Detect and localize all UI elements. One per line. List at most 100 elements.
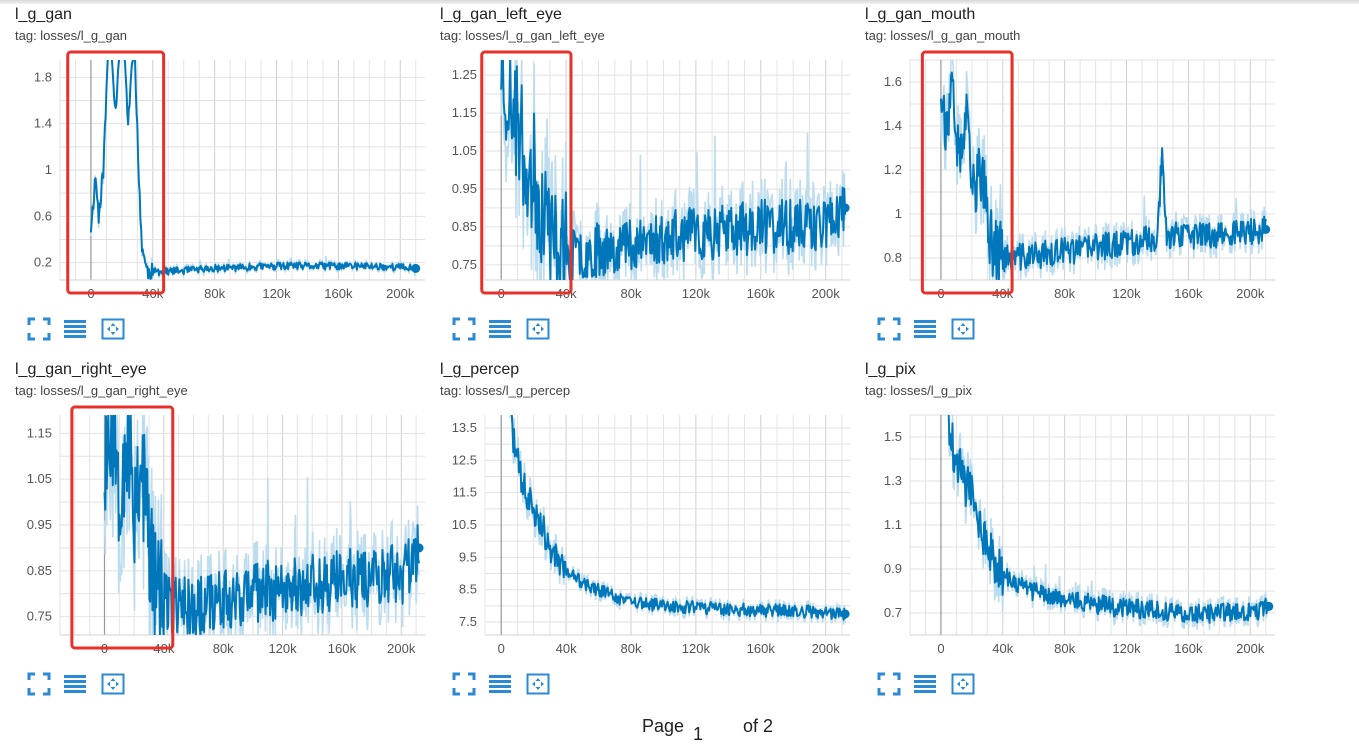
chart-card-l-g-gan-right-eye: l_g_gan_right_eye tag: losses/l_g_gan_ri… [15, 355, 440, 700]
y-tick-label: 1.8 [34, 69, 52, 84]
y-tick-label: 1.15 [27, 425, 52, 440]
list-icon-glyph [64, 320, 86, 338]
series-end-point [840, 609, 850, 619]
line-chart[interactable]: 0.20.611.41.80 40k 80k 120k 160k 200k [15, 0, 440, 310]
highlight-box [480, 50, 573, 295]
x-tick-label: 80k [1054, 641, 1075, 656]
y-tick-label: 0.9 [884, 561, 902, 576]
x-tick-label: 200k [387, 641, 416, 656]
line-chart[interactable]: 0.811.21.41.60 40k 80k 120k 160k 200k [865, 0, 1290, 310]
chart-card-l-g-gan: l_g_gan tag: losses/l_g_gan 0.2 0.6 1 1.4 1.… [15, 0, 440, 345]
list-icon-glyph [489, 675, 511, 693]
list-icon[interactable] [488, 317, 512, 341]
line-chart[interactable]: 7.5 8.5 9.5 10.5 11.5 12.5 13.5 0 40k 80k 120k 160k… [440, 355, 865, 665]
list-icon-glyph [64, 675, 86, 693]
fit-domain-icon[interactable] [951, 672, 975, 696]
highlight-box [70, 405, 175, 650]
y-tick-label: 0.75 [27, 609, 52, 624]
fit-domain-icon[interactable] [951, 317, 975, 341]
list-icon[interactable] [63, 672, 87, 696]
expand-icon-glyph [877, 317, 901, 341]
y-tick-label: 0.8 [884, 250, 902, 265]
y-tick-label: 8.5 [459, 582, 477, 597]
x-tick-label: 160k [747, 641, 776, 656]
x-tick-label: 120k [268, 641, 297, 656]
series-end-point [411, 263, 421, 273]
x-tick-label: 160k [1174, 641, 1203, 656]
chart-tag: tag: losses/l_g_gan_right_eye [15, 383, 188, 398]
y-tick-label: 0.85 [452, 219, 477, 234]
x-tick-label: 80k [213, 641, 234, 656]
fit-domain-icon-glyph [101, 673, 125, 695]
chart-tag: tag: losses/l_g_gan_mouth [865, 28, 1021, 43]
x-tick-label: 200k [1236, 641, 1265, 656]
y-tick-label: 1 [895, 206, 902, 221]
x-tick-label: 0 [937, 641, 944, 656]
series-line [103, 415, 421, 635]
y-tick-label: 9.5 [459, 549, 477, 564]
chart-tag: tag: losses/l_g_percep [440, 383, 571, 398]
fit-domain-icon-glyph [526, 318, 550, 340]
x-tick-label: 120k [262, 286, 291, 301]
x-tick-label: 40k [992, 641, 1013, 656]
chart-title: l_g_gan_right_eye [15, 361, 147, 378]
fit-domain-icon[interactable] [101, 672, 125, 696]
y-tick-label: 0.7 [884, 605, 902, 620]
chart-tag: tag: losses/l_g_pix [865, 383, 972, 398]
x-tick-label: 40k [556, 641, 577, 656]
expand-icon[interactable] [27, 317, 51, 341]
y-tick-label: 0.85 [27, 563, 52, 578]
fit-domain-icon-glyph [526, 673, 550, 695]
list-icon[interactable] [488, 672, 512, 696]
y-tick-label: 0.95 [452, 181, 477, 196]
pagination: Page 1 of 2 [0, 712, 1359, 744]
expand-icon[interactable] [452, 672, 476, 696]
list-icon[interactable] [913, 317, 937, 341]
y-tick-label: 1.05 [27, 471, 52, 486]
x-tick-label: 80k [204, 286, 225, 301]
x-tick-label: 120k [682, 286, 711, 301]
list-icon[interactable] [63, 317, 87, 341]
line-chart[interactable]: 0.7 0.9 1.1 1.3 1.5 0 40k 80k 120k 160k 200k [865, 355, 1290, 665]
y-tick-label: 1.4 [884, 118, 902, 133]
series-line [947, 415, 1270, 624]
fit-domain-icon-glyph [951, 673, 975, 695]
series-end-point [1261, 224, 1271, 234]
highlight-box [66, 50, 166, 295]
fit-domain-icon[interactable] [101, 317, 125, 341]
pager-current-page[interactable]: 1 [693, 724, 704, 744]
y-tick-label: 11.5 [453, 485, 477, 500]
y-tick-label: 1.2 [884, 162, 902, 177]
x-tick-label: 80k [621, 641, 642, 656]
y-tick-label: 1.4 [34, 116, 52, 131]
y-tick-label: 1 [45, 162, 52, 177]
expand-icon-glyph [452, 317, 476, 341]
chart-title: l_g_gan_mouth [865, 6, 976, 23]
series-line [89, 60, 417, 280]
series-line [500, 60, 847, 280]
expand-icon[interactable] [877, 317, 901, 341]
y-tick-label: 1.6 [884, 74, 902, 89]
highlight-box [920, 50, 1014, 295]
expand-icon-glyph [27, 672, 51, 696]
fit-domain-icon[interactable] [526, 672, 550, 696]
expand-icon[interactable] [452, 317, 476, 341]
x-tick-label: 0 [498, 641, 505, 656]
y-tick-label: 0.2 [34, 255, 52, 270]
series-line [939, 71, 1267, 280]
top-divider [0, 0, 1359, 4]
x-tick-label: 120k [1112, 286, 1141, 301]
series-raw-line [508, 415, 846, 625]
line-chart[interactable]: 0.750.850.951.051.150 40k 80k 120k 160k 200k [15, 355, 440, 665]
expand-icon[interactable] [27, 672, 51, 696]
x-tick-label: 200k [386, 286, 415, 301]
series-end-point [1264, 601, 1274, 611]
expand-icon-glyph [452, 672, 476, 696]
chart-title: l_g_pix [865, 361, 916, 378]
y-tick-label: 7.5 [459, 614, 477, 629]
y-tick-label: 13.5 [452, 420, 477, 435]
line-chart[interactable]: 0.750.850.951.051.151.250 40k 80k 120k 160k 2… [440, 0, 865, 310]
list-icon[interactable] [913, 672, 937, 696]
expand-icon[interactable] [877, 672, 901, 696]
fit-domain-icon[interactable] [526, 317, 550, 341]
